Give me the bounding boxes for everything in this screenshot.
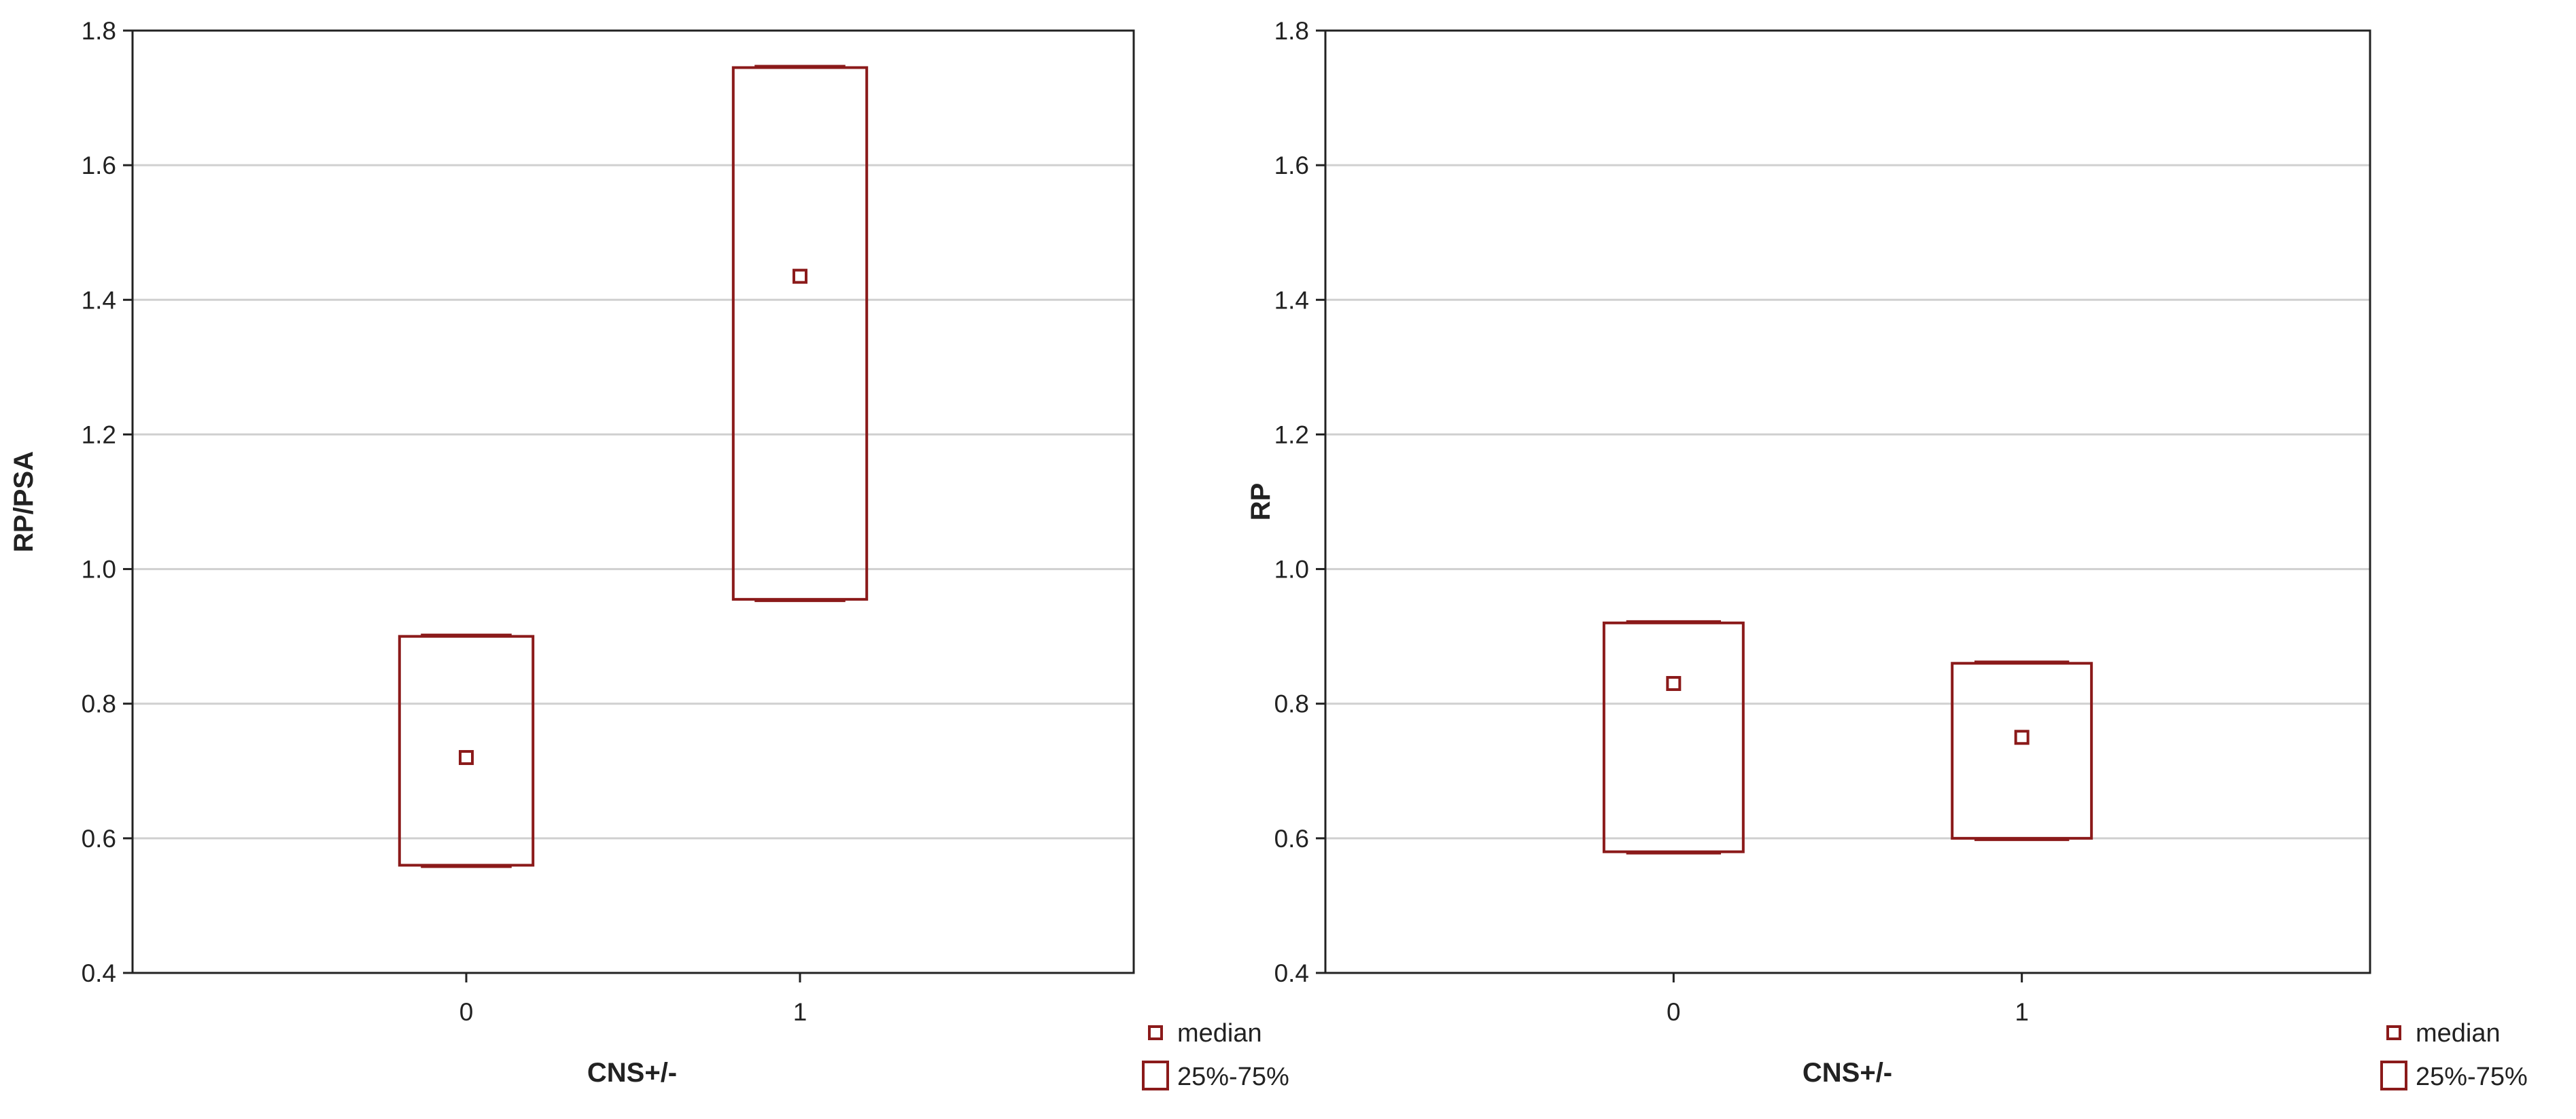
right-chart-panel: 0.4 0.6 0.8 1.0 1.2 1.4 1.6 1.8 0 1 RP CNS+/- median… [1246, 17, 2528, 1091]
y-tick-label: 1.8 [82, 17, 116, 45]
legend-median-label: median [1177, 1019, 1262, 1048]
median-marker [459, 749, 474, 765]
y-tick-label: 0.8 [82, 690, 116, 718]
median-marker [1666, 675, 1682, 691]
y-tick-label: 1.4 [82, 286, 116, 314]
y-axis-title: RP/PSA [9, 451, 39, 552]
y-tick-label: 0.8 [1274, 690, 1309, 718]
y-tick-label: 1.4 [1274, 286, 1309, 314]
iqr-box [1602, 621, 1745, 853]
y-tick-label: 1.8 [1274, 17, 1309, 45]
plot-frame [131, 29, 1135, 974]
legend-median-label: median [2416, 1019, 2501, 1048]
legend-box-label: 25%-75% [2416, 1063, 2528, 1091]
y-tick-label: 1.2 [1274, 421, 1309, 448]
y-tick-label: 0.4 [82, 959, 116, 987]
x-axis-title: CNS+/- [1803, 1058, 1892, 1088]
legend-box-swatch [2380, 1061, 2407, 1090]
x-tick-label: 1 [793, 998, 807, 1026]
legend-median-swatch [2386, 1025, 2401, 1040]
x-tick-label: 1 [2015, 998, 2029, 1026]
y-tick-label: 1.6 [1274, 152, 1309, 179]
legend-median-swatch [1148, 1025, 1163, 1040]
median-marker [793, 268, 807, 284]
x-axis-title: CNS+/- [587, 1058, 677, 1088]
left-chart-panel: 0.4 0.6 0.8 1.0 1.2 1.4 1.6 1.8 0 1 RP/PSA CNS+/- me… [9, 17, 1289, 1091]
x-tick-label: 0 [1667, 998, 1681, 1026]
y-tick-label: 1.2 [82, 421, 116, 448]
median-marker [2014, 730, 2030, 745]
iqr-box [1951, 662, 2093, 840]
y-tick-label: 0.4 [1274, 959, 1309, 987]
iqr-box [731, 66, 869, 601]
x-tick-label: 0 [459, 998, 474, 1026]
y-axis-title: RP [1246, 483, 1276, 521]
y-tick-label: 0.6 [82, 825, 116, 853]
y-tick-label: 1.0 [82, 556, 116, 584]
legend-box-swatch [1142, 1061, 1169, 1090]
y-tick-label: 0.6 [1274, 825, 1309, 853]
y-tick-label: 1.0 [1274, 556, 1309, 584]
y-tick-label: 1.6 [82, 152, 116, 179]
legend-box-label: 25%-75% [1177, 1063, 1289, 1091]
plot-frame [1324, 29, 2371, 974]
